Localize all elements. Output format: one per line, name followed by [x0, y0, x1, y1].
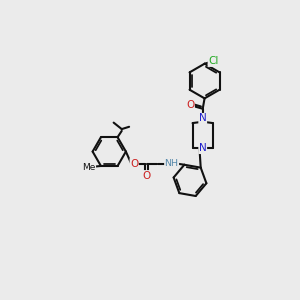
Text: NH: NH — [165, 159, 178, 168]
Text: O: O — [142, 171, 151, 181]
Text: O: O — [186, 100, 194, 110]
Text: N: N — [199, 143, 207, 154]
Text: Me: Me — [82, 163, 96, 172]
Text: O: O — [130, 159, 138, 169]
Text: Cl: Cl — [208, 56, 218, 66]
Text: N: N — [199, 113, 207, 124]
